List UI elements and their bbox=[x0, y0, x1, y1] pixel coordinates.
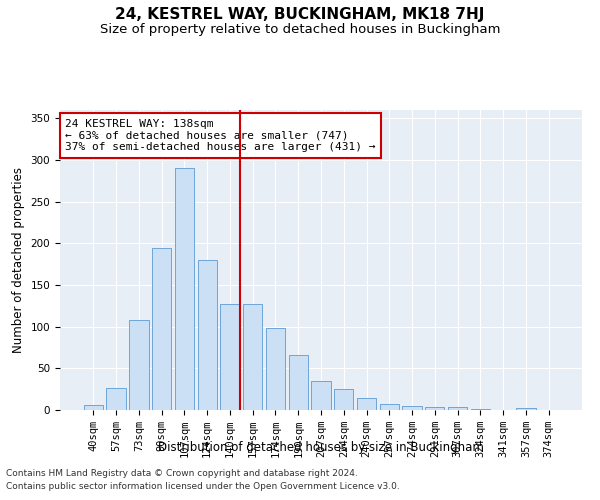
Bar bbox=[197, 260, 217, 410]
Bar bbox=[84, 405, 103, 410]
Bar bbox=[357, 398, 376, 410]
Bar bbox=[243, 304, 262, 410]
Bar bbox=[152, 248, 172, 410]
Bar bbox=[425, 406, 445, 410]
Bar bbox=[403, 406, 422, 410]
Bar bbox=[266, 328, 285, 410]
Y-axis label: Number of detached properties: Number of detached properties bbox=[12, 167, 25, 353]
Text: Contains public sector information licensed under the Open Government Licence v3: Contains public sector information licen… bbox=[6, 482, 400, 491]
Text: 24, KESTREL WAY, BUCKINGHAM, MK18 7HJ: 24, KESTREL WAY, BUCKINGHAM, MK18 7HJ bbox=[115, 8, 485, 22]
Bar bbox=[334, 389, 353, 410]
Text: 24 KESTREL WAY: 138sqm
← 63% of detached houses are smaller (747)
37% of semi-de: 24 KESTREL WAY: 138sqm ← 63% of detached… bbox=[65, 119, 376, 152]
Bar bbox=[380, 404, 399, 410]
Text: Distribution of detached houses by size in Buckingham: Distribution of detached houses by size … bbox=[158, 441, 484, 454]
Bar bbox=[220, 304, 239, 410]
Bar bbox=[311, 381, 331, 410]
Bar bbox=[448, 406, 467, 410]
Bar bbox=[175, 168, 194, 410]
Text: Size of property relative to detached houses in Buckingham: Size of property relative to detached ho… bbox=[100, 22, 500, 36]
Bar bbox=[470, 409, 490, 410]
Text: Contains HM Land Registry data © Crown copyright and database right 2024.: Contains HM Land Registry data © Crown c… bbox=[6, 468, 358, 477]
Bar bbox=[106, 388, 126, 410]
Bar bbox=[289, 355, 308, 410]
Bar bbox=[129, 320, 149, 410]
Bar bbox=[516, 408, 536, 410]
